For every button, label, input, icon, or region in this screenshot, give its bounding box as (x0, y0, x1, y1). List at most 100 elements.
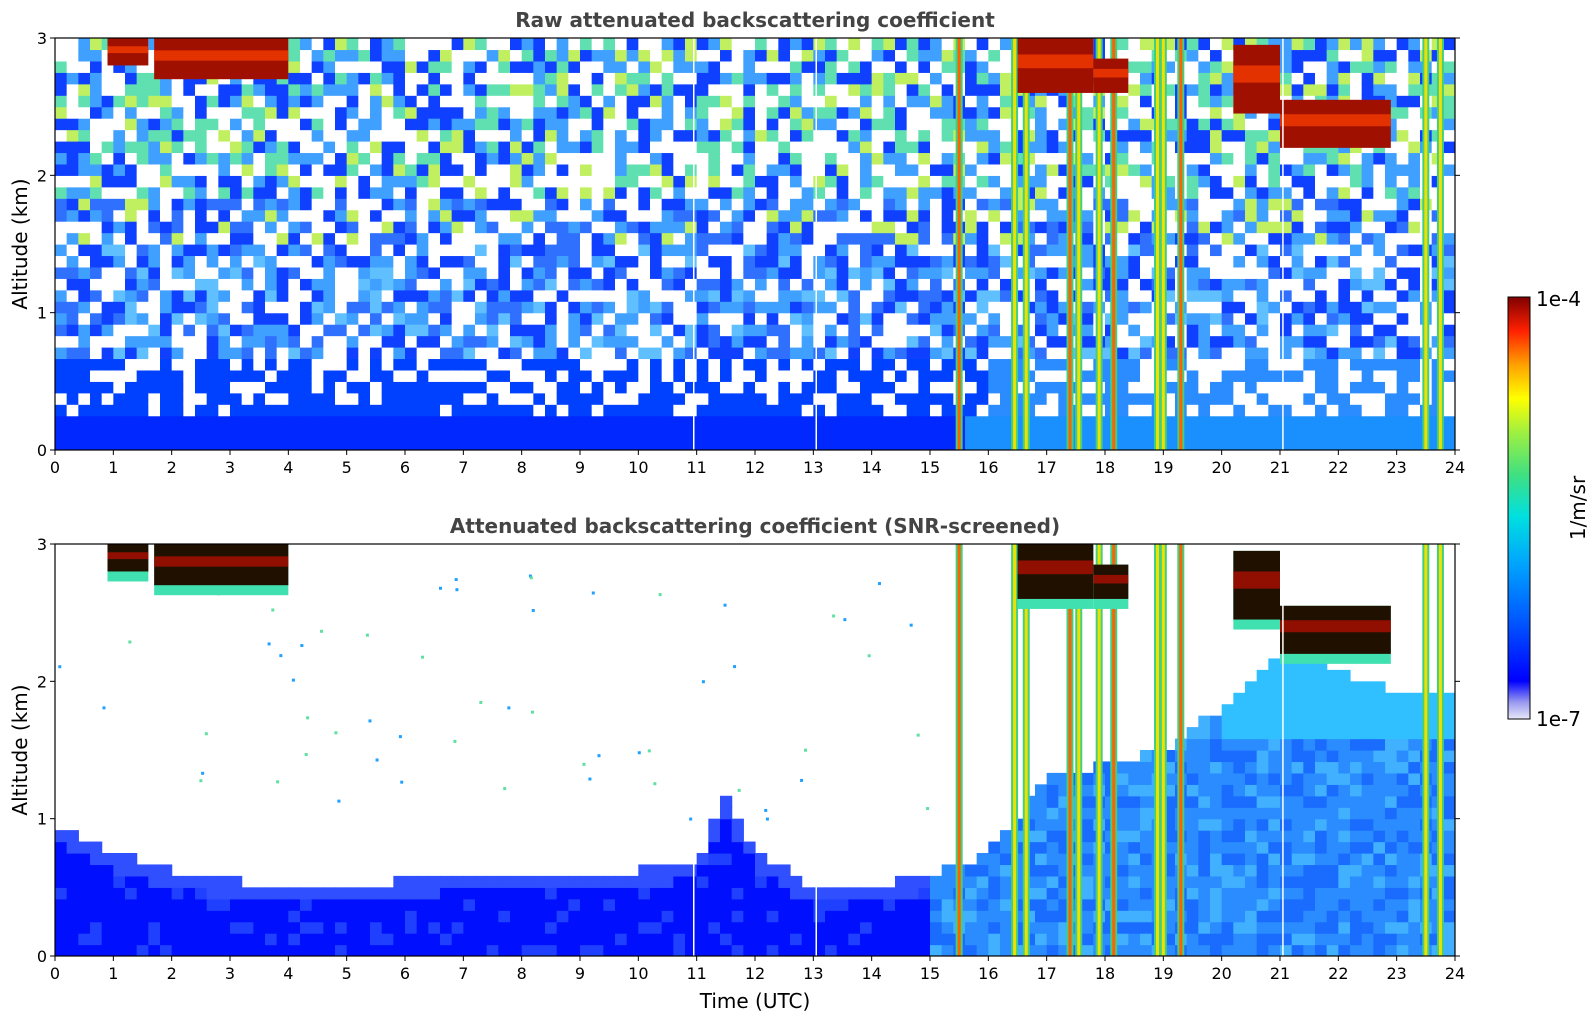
y-tick-label: 0 (37, 441, 47, 460)
heatmap-cell (918, 95, 931, 108)
heatmap-cell (1326, 221, 1339, 234)
heatmap-cell (731, 415, 744, 428)
heatmap-cell (533, 289, 546, 302)
heatmap-cell (603, 60, 616, 73)
heatmap-cell (918, 933, 931, 946)
heatmap-cell (1268, 335, 1281, 348)
heatmap-cell (1116, 381, 1129, 394)
heatmap-cell (813, 175, 826, 188)
heatmap-cell (720, 324, 733, 337)
heatmap-cell (1338, 244, 1351, 257)
heatmap-cell (160, 244, 173, 257)
heatmap-cell (1128, 278, 1141, 291)
heatmap-cell (323, 369, 336, 382)
heatmap-cell (1338, 175, 1351, 188)
heatmap-cell (1443, 163, 1455, 176)
heatmap-cell (1268, 301, 1281, 314)
heatmap-cell (930, 198, 943, 211)
heatmap-cell (1280, 49, 1293, 62)
heatmap-cell (685, 335, 698, 348)
heatmap-cell (801, 438, 814, 450)
heatmap-cell (731, 312, 744, 325)
heatmap-cell (241, 221, 254, 234)
heatmap-cell (568, 129, 581, 142)
heatmap-cell (160, 118, 173, 131)
heatmap-cell (90, 438, 103, 450)
heatmap-cell (288, 60, 301, 73)
heatmap-cell (288, 232, 301, 245)
heatmap-cell (323, 232, 336, 245)
heatmap-cell (90, 175, 103, 188)
heatmap-cell (125, 141, 138, 154)
heatmap-cell (311, 910, 324, 923)
heatmap-cell (1210, 49, 1223, 62)
heatmap-cell (731, 289, 744, 302)
heatmap-cell (720, 335, 733, 348)
heatmap-cell (300, 415, 313, 428)
heatmap-cell (685, 933, 698, 946)
heatmap-cell (323, 152, 336, 165)
heatmap-cell (148, 221, 161, 234)
heatmap-cell (1128, 324, 1141, 337)
heatmap-cell (1315, 427, 1328, 440)
heatmap-cell (241, 198, 254, 211)
heatmap-cell (475, 944, 488, 956)
heatmap-cell (1443, 38, 1455, 51)
heatmap-cell (545, 60, 558, 73)
heatmap-cell (638, 369, 651, 382)
heatmap-cell (101, 910, 114, 923)
heatmap-cell (1116, 221, 1129, 234)
heatmap-cell (1396, 106, 1409, 119)
heatmap-cell (521, 438, 534, 450)
heatmap-cell (136, 163, 149, 176)
heatmap-cell (1291, 221, 1304, 234)
heatmap-cell (1280, 415, 1293, 428)
heatmap-cell (90, 392, 103, 405)
heatmap-cell (171, 221, 184, 234)
heatmap-cell (101, 152, 114, 165)
heatmap-cell (90, 427, 103, 440)
heatmap-cell (650, 381, 663, 394)
heatmap-cell (148, 186, 161, 199)
heatmap-cell (1291, 186, 1304, 199)
heatmap-cell (1303, 404, 1316, 417)
heatmap-cell (906, 415, 919, 428)
heatmap-cell (1373, 38, 1386, 51)
heatmap-cell (813, 232, 826, 245)
heatmap-cell (1326, 427, 1339, 440)
heatmap-cell (801, 898, 814, 911)
heatmap-cell (1000, 301, 1013, 314)
heatmap-cell (440, 933, 453, 946)
heatmap-cell (906, 198, 919, 211)
heatmap-cell (638, 404, 651, 417)
heatmap-cell (603, 944, 616, 956)
heatmap-cell (125, 381, 138, 394)
heatmap-cell (393, 358, 406, 371)
heatmap-cell (1245, 186, 1258, 199)
heatmap-cell (78, 324, 91, 337)
heatmap-cell (1268, 358, 1281, 371)
heatmap-cell (405, 49, 418, 62)
heatmap-cell (486, 438, 499, 450)
heatmap-cell (78, 232, 91, 245)
heatmap-cell (731, 875, 744, 888)
heatmap-cell (1396, 186, 1409, 199)
heatmap-cell (136, 141, 149, 154)
heatmap-cell (1116, 335, 1129, 348)
heatmap-cell (813, 255, 826, 268)
heatmap-cell (626, 49, 639, 62)
heatmap-cell (778, 921, 791, 934)
heatmap-cell (965, 415, 978, 428)
heatmap-cell (1408, 312, 1421, 325)
heatmap-cell (1233, 347, 1246, 360)
heatmap-cell (883, 244, 896, 257)
heatmap-cell (475, 198, 488, 211)
heatmap-cell (1000, 198, 1013, 211)
heatmap-cell (1256, 278, 1269, 291)
heatmap-cell (136, 324, 149, 337)
heatmap-cell (778, 60, 791, 73)
heatmap-cell (253, 163, 266, 176)
heatmap-cell (988, 175, 1001, 188)
heatmap-cell (276, 381, 289, 394)
heatmap-cell (486, 232, 499, 245)
